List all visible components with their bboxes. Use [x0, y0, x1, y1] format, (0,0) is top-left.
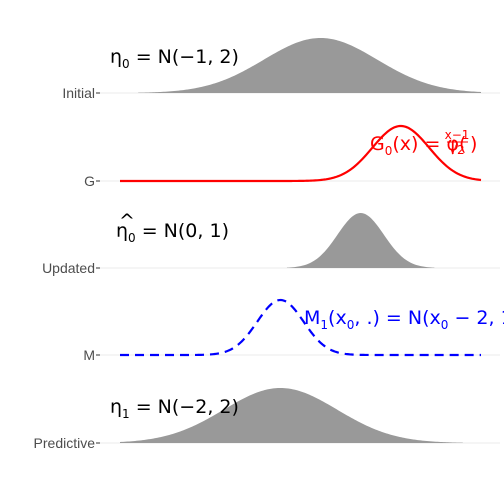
annotation-updated-hat: ^: [119, 210, 135, 232]
density-curve-updated: [286, 213, 435, 268]
tick-label-g: G: [84, 173, 95, 189]
density-curve-initial: [138, 38, 482, 93]
annotation-updated: η0 = N(0, 1): [116, 220, 229, 245]
annotation-g-frac-den: √2: [449, 143, 464, 157]
annotation-g-tail: ): [470, 133, 477, 155]
tick-label-m: M: [83, 347, 95, 363]
density-curve-m: [120, 298, 481, 357]
annotation-g: G0(x) = φ(: [370, 133, 466, 158]
annotation-initial: η0 = N(−1, 2): [110, 46, 239, 71]
annotation-predictive: η1 = N(−2, 2): [110, 396, 239, 421]
density-curve-g: [120, 124, 482, 183]
tick-label-predictive: Predictive: [34, 435, 96, 451]
density-curves: [120, 38, 482, 443]
annotation-g-frac-num: x−1: [445, 128, 470, 142]
tick-label-initial: Initial: [62, 85, 95, 101]
y-axis-ticks: Initial G Updated M Predictive: [34, 85, 100, 451]
annotation-m: M1(x0, .) = N(x0 − 2, 1): [304, 307, 504, 332]
density-curve-predictive: [120, 388, 463, 443]
tick-label-updated: Updated: [42, 260, 95, 276]
